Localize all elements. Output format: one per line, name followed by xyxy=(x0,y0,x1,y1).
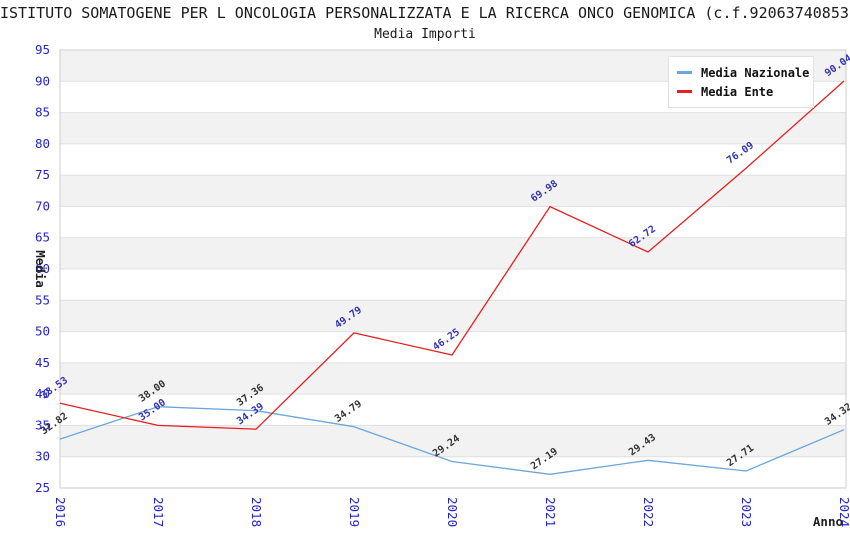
x-axis-title: Anno xyxy=(813,514,843,529)
legend-item-media-ente: Media Ente xyxy=(677,82,805,101)
y-tick-label: 30 xyxy=(35,449,50,464)
plot-band xyxy=(60,425,846,457)
x-tick-label: 2022 xyxy=(641,497,656,527)
x-tick-label: 2023 xyxy=(739,497,754,527)
y-tick-label: 35 xyxy=(35,417,50,432)
legend-swatch xyxy=(677,90,692,93)
y-tick-label: 55 xyxy=(35,292,50,307)
legend-swatch xyxy=(677,71,692,74)
y-axis-title: Media xyxy=(33,250,48,288)
y-tick-label: 40 xyxy=(35,386,50,401)
y-tick-label: 80 xyxy=(35,136,50,151)
y-tick-label: 85 xyxy=(35,105,50,120)
y-tick-label: 95 xyxy=(35,42,50,57)
plot-band xyxy=(60,300,846,332)
data-label: 34.79 xyxy=(333,399,364,425)
plot-band xyxy=(60,237,846,269)
y-tick-label: 60 xyxy=(35,261,50,276)
legend-item-media-nazionale: Media Nazionale xyxy=(677,63,809,82)
x-tick-label: 2020 xyxy=(445,497,460,527)
y-tick-label: 90 xyxy=(35,73,50,88)
x-tick-label: 2018 xyxy=(249,497,264,527)
x-tick-label: 2021 xyxy=(543,497,558,527)
x-tick-label: 2024 xyxy=(837,497,850,527)
plot-frame xyxy=(59,49,847,489)
y-tick-label: 65 xyxy=(35,230,50,245)
y-tick-label: 50 xyxy=(35,324,50,339)
chart-legend: Media Nazionale Media Ente xyxy=(668,56,814,108)
x-tick-label: 2019 xyxy=(347,497,362,527)
chart-subtitle: Media Importi xyxy=(374,27,476,42)
x-tick-label: 2017 xyxy=(151,497,166,527)
plot-band xyxy=(60,175,846,207)
series-line-media-nazionale xyxy=(59,406,845,475)
plot-band xyxy=(60,362,846,395)
x-tick-label: 2016 xyxy=(53,497,68,527)
y-tick-label: 70 xyxy=(35,198,50,213)
legend-item-label: Media Ente xyxy=(701,84,774,99)
y-tick-label: 45 xyxy=(35,355,50,370)
series-line-media-ente xyxy=(59,80,845,430)
page-title: ISTITUTO SOMATOGENE PER L ONCOLOGIA PERS… xyxy=(0,4,850,22)
y-tick-label: 25 xyxy=(35,480,50,495)
legend-item-label: Media Nazionale xyxy=(701,65,810,80)
plot-band xyxy=(60,112,846,144)
y-tick-label: 75 xyxy=(35,167,50,182)
